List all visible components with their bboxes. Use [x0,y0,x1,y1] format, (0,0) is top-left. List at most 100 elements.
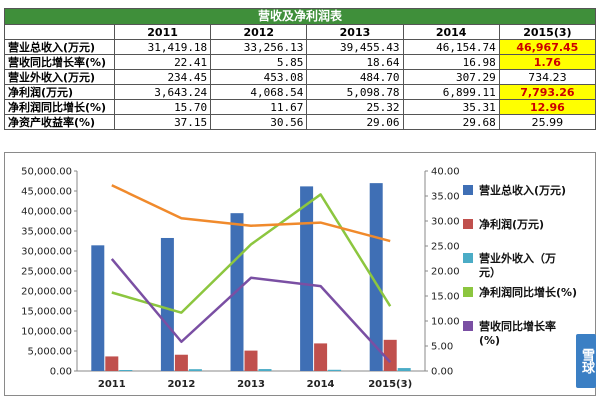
bar [160,237,174,371]
right-axis-tick-label: 35.00 [431,192,460,203]
table-cell: 307.29 [402,69,500,85]
x-axis-category-label: 2012 [167,379,195,390]
legend-swatch [463,321,473,331]
row-label: 净利润(万元) [4,84,115,100]
table-cell: 25.32 [306,99,404,115]
left-axis-tick-label: 30,000.00 [21,247,72,258]
left-axis-tick-label: 0.00 [50,367,72,378]
table-cell: 33,256.13 [210,39,308,55]
series-line [111,184,391,243]
highlighted-cell: 46,967.45 [498,39,597,55]
x-axis-category-label: 2011 [98,379,126,390]
bar [174,354,188,371]
table-cell: 484.70 [306,69,404,85]
x-axis-category-label: 2015(3) [368,379,412,390]
bar [300,186,314,371]
left-axis-tick-label: 40,000.00 [21,207,72,218]
bar [383,339,397,371]
series-line [111,193,392,314]
bar [397,368,411,371]
bar [91,245,105,371]
table-cell: 29.68 [402,114,500,130]
table-cell: 25.99 [498,114,597,130]
table-cell: 734.23 [498,69,597,85]
right-axis-tick-label: 10.00 [431,317,460,328]
bar [369,183,383,371]
year-header: 2014 [402,24,500,40]
table-cell: 11.67 [210,99,308,115]
table-row: 净利润(万元) 3,643.24 4,068.54 5,098.78 6,899.11 7… [4,84,597,100]
x-axis-category-label: 2014 [307,379,335,390]
bar [314,343,328,371]
row-label: 营收同比增长率(%) [4,54,115,70]
table-row: 净资产收益率(%) 37.15 30.56 29.06 29.68 25.99 [4,114,597,130]
table-cell: 30.56 [210,114,308,130]
right-axis-tick-label: 15.00 [431,292,460,303]
legend-label: (%) [479,334,500,347]
right-axis-tick-label: 25.00 [431,242,460,253]
left-axis-tick-label: 25,000.00 [21,267,72,278]
left-axis-tick-label: 35,000.00 [21,227,72,238]
right-axis-tick-label: 40.00 [431,167,460,178]
legend-swatch [463,253,473,263]
year-header: 2011 [113,24,212,40]
right-axis-tick-label: 30.00 [431,217,460,228]
left-axis-tick-label: 5,000.00 [27,347,72,358]
left-axis-tick-label: 50,000.00 [21,167,72,178]
table-cell: 4,068.54 [210,84,308,100]
table-cell: 3,643.24 [113,84,212,100]
table-cell: 39,455.43 [306,39,404,55]
header-corner [4,24,115,40]
table-cell: 453.08 [210,69,308,85]
series-line [110,258,392,364]
chart-canvas: 0.00 5,000.00 10,000.00 15,000.00 20,000.00 2… [21,167,577,391]
legend-label: 营收同比增长率 [479,319,556,333]
left-axis-tick-label: 20,000.00 [21,287,72,298]
bar [119,370,133,371]
year-header: 2015(3) [498,24,597,40]
table-cell: 37.15 [113,114,212,130]
table-cell: 5,098.78 [306,84,404,100]
bar [105,356,119,371]
left-axis-tick-label: 15,000.00 [21,307,72,318]
table-cell: 16.98 [402,54,500,70]
x-axis-category-label: 2013 [237,379,265,390]
bar [188,369,202,371]
legend-swatch [463,185,473,195]
highlighted-cell: 7,793.26 [498,84,597,100]
bar [328,369,342,371]
revenue-profit-table: 营收及净利润表 2011 2012 2013 2014 2015(3) 营业总收… [4,8,597,130]
row-label: 营业总收入(万元) [4,39,115,55]
table-cell: 18.64 [306,54,404,70]
legend-label: 元） [479,266,501,279]
left-axis-tick-label: 45,000.00 [21,187,72,198]
table-row: 营收同比增长率(%) 22.41 5.85 18.64 16.98 1.76 [4,54,597,70]
right-axis-tick-label: 0.00 [431,367,453,378]
table-cell: 5.85 [210,54,308,70]
year-header: 2012 [210,24,308,40]
table-cell: 46,154.74 [402,39,500,55]
year-header: 2013 [306,24,404,40]
legend-label: 营业总收入(万元) [479,183,566,197]
legend-label: 净利润同比增长(%) [479,285,577,299]
table-row: 净利润同比增长(%) 15.70 11.67 25.32 35.31 12.96 [4,99,597,115]
table-row: 营业外收入(万元) 234.45 453.08 484.70 307.29 734.23 [4,69,597,85]
right-axis-tick-label: 5.00 [431,342,453,353]
table-title: 营收及净利润表 [4,8,596,25]
row-label: 营业外收入(万元) [4,69,115,85]
row-label: 净资产收益率(%) [4,114,115,130]
table-cell: 31,419.18 [113,39,212,55]
legend-label: 营业外收入（万 [479,251,556,265]
table-cell: 6,899.11 [402,84,500,100]
legend-label: 净利润(万元) [479,217,544,231]
bar [258,369,272,371]
table-cell: 15.70 [113,99,212,115]
right-axis-tick-label: 20.00 [431,267,460,278]
bar [244,350,258,371]
row-label: 净利润同比增长(%) [4,99,115,115]
highlighted-cell: 12.96 [498,99,597,115]
table-cell: 22.41 [113,54,212,70]
highlighted-cell: 1.76 [498,54,597,70]
table-cell: 29.06 [306,114,404,130]
table-cell: 234.45 [113,69,212,85]
